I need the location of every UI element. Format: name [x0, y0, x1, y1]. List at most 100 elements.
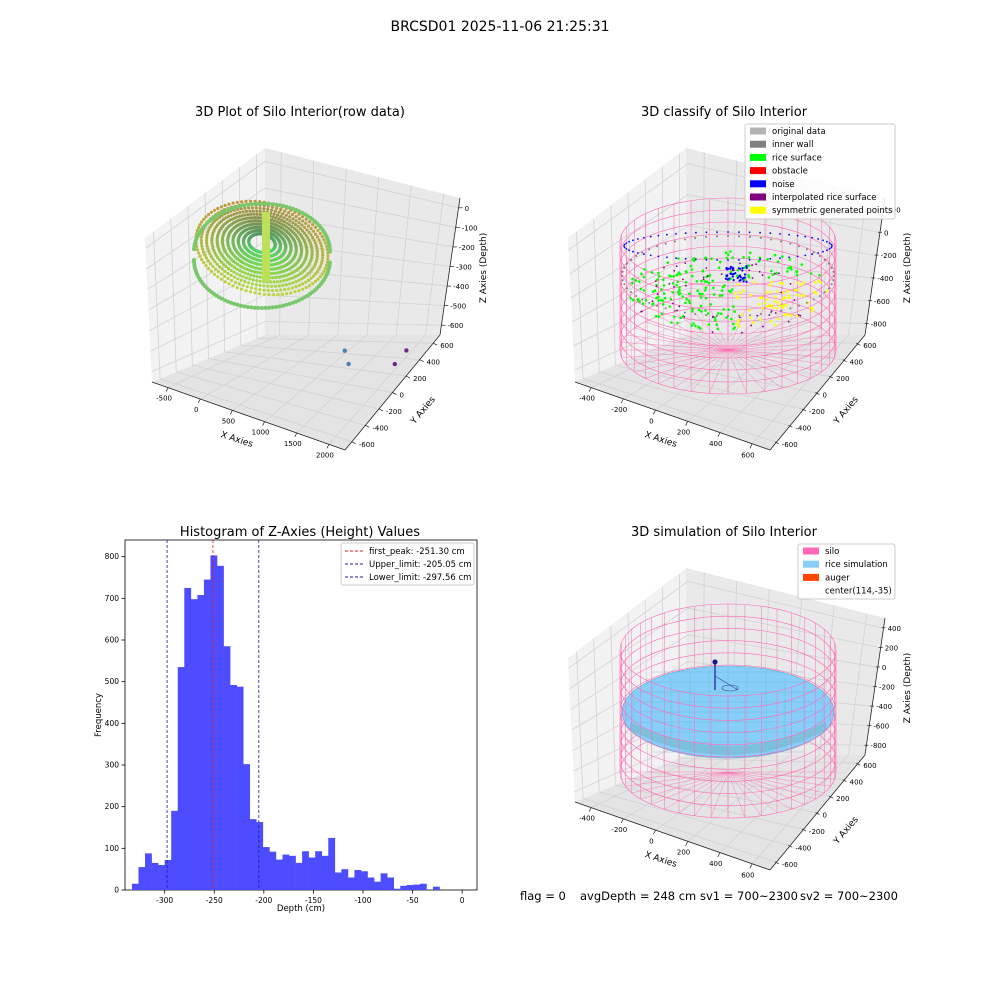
classify-rice-point [663, 296, 667, 300]
raw-cloud-point [308, 241, 312, 245]
status-flag: flag = 0 [520, 889, 566, 903]
raw-cloud-point [297, 278, 301, 282]
classify-rice-point [790, 267, 793, 271]
classify-interp-point [640, 310, 643, 313]
classify-rice-point [661, 303, 665, 306]
classify-rice-point [733, 310, 736, 313]
raw-cloud-rim-point [274, 305, 279, 309]
raw-cloud-point [224, 264, 228, 269]
y-tick-label: -600 [782, 861, 798, 869]
raw-cloud-point [205, 233, 209, 237]
classify-rice-point [656, 278, 659, 281]
raw-cloud-point [205, 238, 209, 242]
classify-rice-point [660, 288, 663, 291]
classify-rice-point [641, 302, 645, 306]
classify-noise-point [666, 256, 668, 259]
raw-cloud-rim-point [294, 208, 298, 212]
y-tick-mark [856, 342, 861, 346]
raw-cloud-point [307, 284, 312, 288]
classify-rice-point [671, 291, 674, 294]
classify-wall-point [812, 298, 815, 301]
raw-cloud-point [195, 248, 199, 252]
raw-cloud-rim-point [223, 209, 227, 214]
classify-noise-point [623, 243, 626, 246]
classify-rice-point [654, 314, 658, 318]
simulation-floor-pane [575, 755, 865, 870]
raw-cloud-point [280, 218, 284, 222]
raw-cloud-point [281, 283, 285, 287]
raw-cloud-rim-point [242, 203, 247, 208]
raw-cloud-point [285, 278, 289, 282]
classify-wall-point [727, 315, 729, 317]
raw-cloud-point [310, 246, 314, 250]
raw-cloud-point [200, 220, 204, 224]
classify-rice-point [738, 324, 741, 328]
classify-noise-point [643, 236, 645, 239]
classify-wall-point [805, 301, 808, 304]
classify-rice-point [773, 300, 777, 303]
raw-cloud-rim-point [274, 202, 279, 207]
classify-rice-point [730, 288, 734, 291]
raw-cloud-rim-point [284, 204, 289, 209]
raw-cloud-point [241, 283, 245, 288]
classify-rice-point [771, 306, 774, 309]
classify-rice-point [802, 294, 806, 298]
classify-rice-point [684, 280, 688, 284]
classify-noise-point [695, 231, 697, 234]
silo-floor-spoke [727, 342, 835, 351]
raw-cloud-point [294, 223, 298, 227]
classify-rice-point [694, 324, 697, 328]
raw-cloud-point [306, 236, 310, 240]
classify-rice-point [727, 253, 730, 256]
raw-cloud-point [245, 216, 249, 220]
raw-cloud-point [231, 284, 235, 288]
raw-cloud-point [310, 251, 314, 255]
classify-wall-point [674, 309, 676, 312]
classify-wall-point [626, 262, 629, 265]
classify-noise-point [742, 280, 745, 283]
raw-cloud-rim-point [263, 305, 268, 310]
grid-line [576, 231, 584, 379]
raw-cloud-point [252, 212, 256, 216]
histogram-bar [223, 646, 231, 890]
x-tick-mark [620, 398, 624, 404]
classify-rice-point [707, 282, 711, 285]
raw-cloud-point [255, 209, 259, 213]
classify-wall-point [789, 307, 792, 310]
raw-cloud-point [288, 282, 292, 286]
classify-rice-point [711, 279, 715, 283]
classify-wall-point [705, 235, 707, 238]
classify-wall-point [749, 314, 751, 317]
classify-rice-point [685, 297, 688, 301]
histogram-bar [151, 862, 159, 890]
raw-cloud-point [280, 270, 284, 274]
classify-rice-point [721, 285, 725, 289]
classify-wall-point [832, 279, 835, 282]
classify-interp-point [750, 324, 753, 327]
panel-simulation-3d: 3D simulation of Silo Interior -400 -200 0… [568, 525, 913, 879]
classify-rice-point [640, 272, 643, 276]
histogram-bar [131, 883, 139, 890]
silo-floor-spoke [727, 327, 822, 351]
raw-cloud-point [249, 219, 253, 223]
raw-cloud-point [207, 228, 211, 232]
classify-rice-point [736, 268, 740, 272]
classify-rice-point [747, 276, 751, 279]
classify-wall-point [780, 240, 782, 243]
y-tick-mark [351, 441, 356, 445]
histogram-bar [210, 555, 218, 890]
classify-noise-point [748, 231, 751, 234]
raw-cloud-point [271, 215, 275, 219]
x-tick-label: 400 [709, 440, 722, 448]
raw-cloud-point [253, 216, 257, 220]
histogram-bar [282, 854, 290, 890]
raw-cloud-point [259, 219, 263, 223]
grid-line [610, 205, 616, 366]
raw-cloud-point [232, 270, 236, 274]
raw-cloud-point [255, 279, 259, 283]
x-tick-mark [717, 432, 721, 438]
raw-cloud-point [304, 233, 308, 238]
raw-cloud-point [197, 251, 201, 255]
raw-cloud-point [323, 241, 327, 245]
raw-cloud-point [243, 266, 247, 270]
